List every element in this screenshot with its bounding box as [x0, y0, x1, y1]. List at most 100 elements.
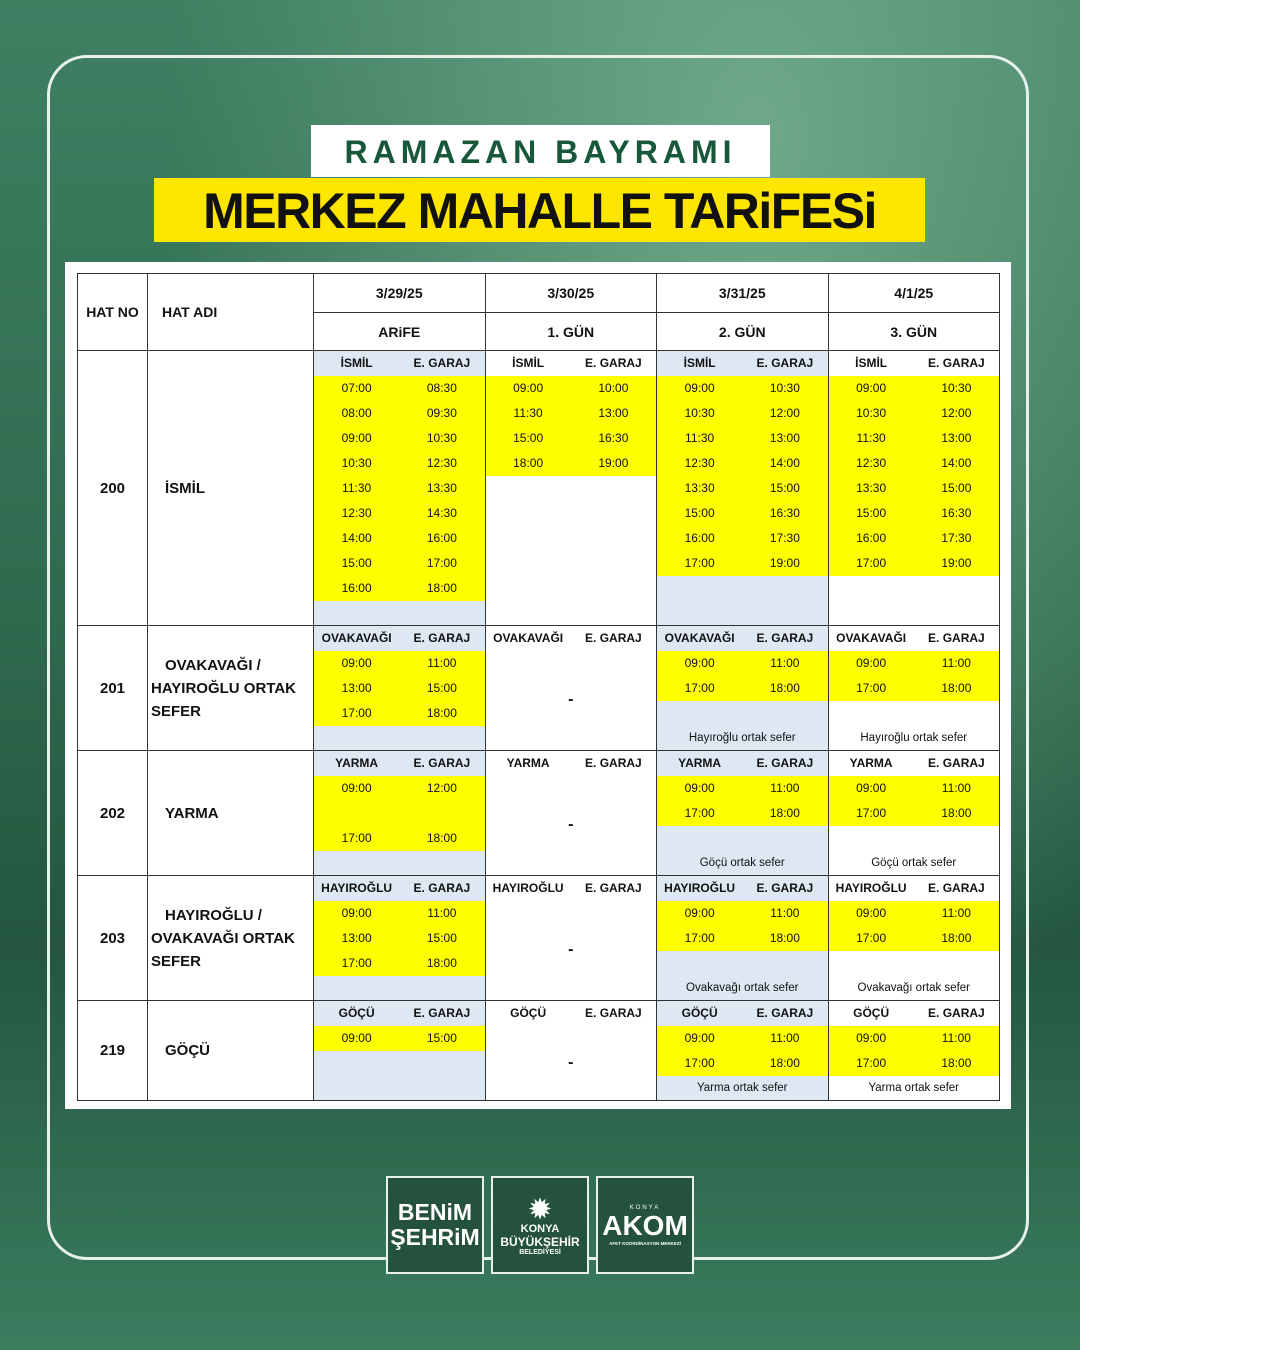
departure-time: 09:00	[656, 650, 743, 676]
stop-header: OVAKAVAĞI	[484, 625, 571, 651]
stop-header: E. GARAJ	[399, 350, 486, 376]
arrival-time: 17:00	[399, 550, 486, 576]
departure-time: 11:30	[313, 475, 400, 501]
stop-header: E. GARAJ	[913, 750, 1000, 776]
header-day-label: ARiFE	[313, 312, 486, 351]
departure-time: 12:30	[313, 500, 400, 526]
departure-time: 09:00	[313, 425, 400, 451]
table-row: Yarma ortak sefer Yarma ortak sefer	[78, 1075, 1000, 1101]
empty-cell	[827, 700, 1000, 726]
departure-time: 09:00	[313, 650, 400, 676]
shared-trip-note: Yarma ortak sefer	[827, 1075, 1000, 1101]
stop-header: E. GARAJ	[399, 625, 486, 651]
stop-header: E. GARAJ	[399, 1000, 486, 1026]
arrival-time: 18:00	[399, 825, 486, 851]
stop-header: İSMİL	[656, 350, 743, 376]
arrival-time: 11:00	[913, 775, 1000, 801]
stop-header: HAYIROĞLU	[656, 875, 743, 901]
table-row: 09:00 12:00-09:00 11:00 09:00 11:00	[78, 775, 1000, 876]
stop-header: E. GARAJ	[913, 625, 1000, 651]
stop-header: İSMİL	[484, 350, 571, 376]
stop-header: OVAKAVAĞI	[656, 625, 743, 651]
stop-header: HAYIROĞLU	[313, 875, 400, 901]
table-row: 13:00 15:00 17:00 18:00 17:00 18:00	[78, 925, 1000, 951]
table-row	[78, 600, 1000, 626]
arrival-time: 11:00	[913, 650, 1000, 676]
arrival-time: 15:00	[399, 675, 486, 701]
arrival-time: 18:00	[399, 575, 486, 601]
arrival-time: 15:00	[742, 475, 829, 501]
header-day-label: 1. GÜN	[484, 312, 657, 351]
departure-time: 09:00	[313, 1025, 400, 1051]
table-row: 17:00 18:00	[78, 950, 1000, 976]
stop-header: E. GARAJ	[399, 875, 486, 901]
departure-time: 17:00	[656, 675, 743, 701]
shared-trip-note: Ovakavağı ortak sefer	[827, 975, 1000, 1001]
table-row: 15:00 17:00 17:00 19:00 17:00 19:00	[78, 550, 1000, 576]
arrival-time: 13:00	[913, 425, 1000, 451]
shared-trip-note: Hayıroğlu ortak sefer	[656, 725, 829, 751]
table-row: 16:00 18:00	[78, 575, 1000, 601]
hat-no: 202	[77, 750, 148, 876]
departure-time: 17:00	[313, 700, 400, 726]
stop-header: E. GARAJ	[742, 875, 829, 901]
arrival-time: 12:00	[399, 775, 486, 801]
stop-header: YARMA	[656, 750, 743, 776]
table-row: Hayıroğlu ortak sefer Hayıroğlu ortak sef…	[78, 725, 1000, 751]
arrival-time: 18:00	[742, 800, 829, 826]
poster-background: RAMAZAN BAYRAMI MERKEZ MAHALLE TARiFESi …	[0, 0, 1080, 1350]
stop-header: OVAKAVAĞI	[827, 625, 914, 651]
header-date: 3/31/25	[656, 273, 829, 313]
seal-icon: ✹	[529, 1193, 551, 1224]
stop-header: HAYIROĞLU	[484, 875, 571, 901]
departure-time: 13:00	[313, 925, 400, 951]
table-row: 17:00 18:00	[78, 825, 1000, 851]
stop-header: E. GARAJ	[913, 1000, 1000, 1026]
no-service-dash: -	[484, 900, 657, 1001]
arrival-time: 13:00	[742, 425, 829, 451]
departure-time: 10:30	[313, 450, 400, 476]
arrival-time: 11:00	[742, 775, 829, 801]
arrival-time: 15:00	[913, 475, 1000, 501]
departure-time: 15:00	[484, 425, 571, 451]
stop-header: YARMA	[313, 750, 400, 776]
empty-cell	[656, 700, 829, 726]
arrival-time: 11:00	[399, 650, 486, 676]
departure-time: 17:00	[313, 825, 400, 851]
table-row: Ovakavağı ortak sefer Ovakavağı ortak sef…	[78, 975, 1000, 1001]
stop-header: E. GARAJ	[570, 875, 657, 901]
arrival-time: 10:30	[399, 425, 486, 451]
departure-time: 09:00	[484, 375, 571, 401]
empty-cell	[484, 500, 657, 526]
arrival-time: 18:00	[913, 925, 1000, 951]
hat-no: 219	[77, 1000, 148, 1101]
empty-cell	[484, 475, 657, 501]
stop-header: E. GARAJ	[742, 1000, 829, 1026]
arrival-time: 14:00	[913, 450, 1000, 476]
arrival-time: 19:00	[570, 450, 657, 476]
empty-cell	[656, 825, 829, 851]
arrival-time: 11:00	[913, 900, 1000, 926]
departure-time: 13:30	[656, 475, 743, 501]
arrival-time: 11:00	[742, 650, 829, 676]
table-row: 17:00 18:00 17:00 18:00	[78, 1050, 1000, 1076]
departure-time: 09:00	[827, 650, 914, 676]
stop-header: E. GARAJ	[399, 750, 486, 776]
empty-cell	[484, 550, 657, 576]
empty-cell	[827, 575, 1000, 601]
departure-time: 17:00	[827, 925, 914, 951]
departure-time: 17:00	[827, 1050, 914, 1076]
departure-time: 09:00	[827, 375, 914, 401]
departure-time: 07:00	[313, 375, 400, 401]
table-row: 203 HAYIROĞLU / OVAKAVAĞI ORTAK SEFER HAYI…	[77, 875, 1000, 1001]
arrival-time: 12:00	[742, 400, 829, 426]
departure-time: 15:00	[313, 550, 400, 576]
empty-cell	[313, 600, 486, 626]
table-row: 200 İSMİL İSMİL E. GARAJ İSMİL E. GARAJ İSMİL E…	[77, 350, 1000, 626]
table-row: 09:00 11:00-09:00 11:00 09:00 11:00	[78, 900, 1000, 1001]
departure-time	[313, 800, 400, 826]
table-row: 12:30 14:30 15:00 16:30 15:00 16:30	[78, 500, 1000, 526]
akom-logo: KONYA AKOM AFET KOORDİNASYON MERKEZİ	[596, 1176, 694, 1274]
logo-text: BELEDİYESİ	[519, 1248, 561, 1256]
empty-cell	[827, 950, 1000, 976]
